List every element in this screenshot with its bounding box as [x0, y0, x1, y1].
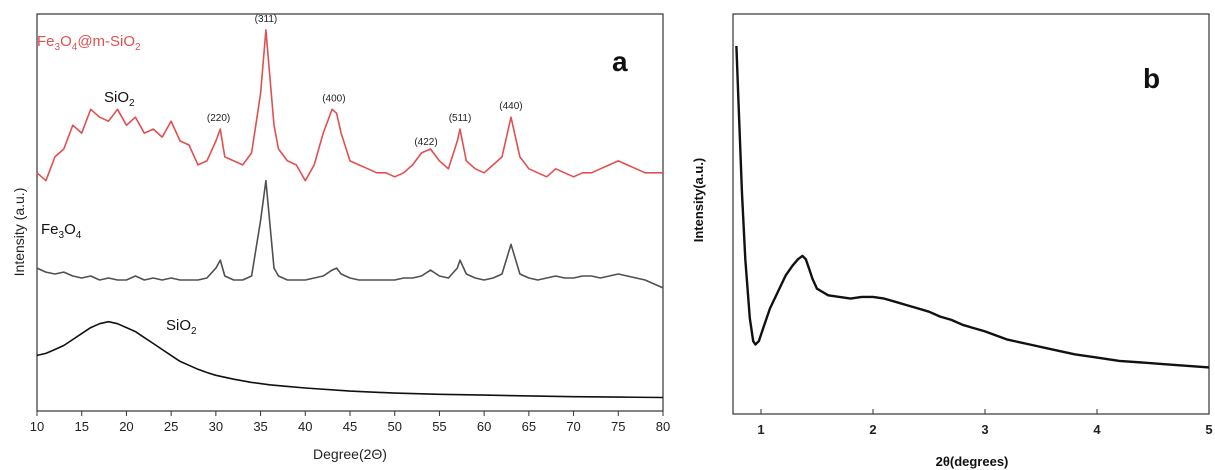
panel-b-series	[735, 45, 1210, 369]
series-line-1	[36, 179, 664, 289]
x-tick-label: 30	[209, 419, 223, 434]
x-tick-label: 25	[164, 419, 178, 434]
x-tick-label: 65	[522, 419, 536, 434]
panel-b-y-axis-title: Intensity(a.u.)	[691, 158, 706, 243]
x-tick-label: 45	[343, 419, 357, 434]
label-part: 3	[59, 230, 65, 241]
x-tick-label: 60	[477, 419, 491, 434]
x-tick-label: 80	[656, 419, 670, 434]
label-sio2-bottom: SiO2	[166, 317, 197, 337]
x-tick-label: 15	[74, 419, 88, 434]
peak-label: (440)	[499, 101, 522, 112]
label-fe3o4-msio2: Fe3O4@m-SiO2	[37, 33, 141, 53]
series-line-2	[36, 320, 664, 399]
panel-a-series	[36, 29, 664, 399]
panel-b-frame	[732, 13, 1210, 415]
x-tick-label: 75	[611, 419, 625, 434]
x-tick-label: 10	[30, 419, 44, 434]
panel-a-letter: a	[612, 46, 628, 77]
x-tick-label: 20	[119, 419, 133, 434]
label-part: SiO	[166, 317, 191, 334]
label-fe3o4: Fe3O4	[41, 221, 82, 241]
label-part: Fe	[37, 33, 55, 50]
x-tick-label: 55	[432, 419, 446, 434]
panel-b: 1 2 3 4 5 2θ(degrees) Intensity(a.u.) b	[691, 13, 1213, 469]
x-tick-label: 70	[566, 419, 580, 434]
x-tick-label: 1	[757, 422, 764, 437]
x-tick-label: 50	[387, 419, 401, 434]
series-line-0	[735, 45, 1210, 369]
label-part: 2	[191, 326, 197, 337]
peak-label: (311)	[255, 14, 278, 25]
panel-a-x-ticks: 10 15 20 25 30 35 40 45 50 55 60 65 70 75 80	[30, 411, 670, 434]
panel-b-x-ticks: 1 2 3 4 5	[757, 409, 1213, 437]
x-tick-label: 4	[1093, 422, 1101, 437]
panel-a: 10 15 20 25 30 35 40 45 50 55 60 65 70 75 80 (220) (311…	[11, 13, 670, 462]
x-tick-label: 2	[869, 422, 876, 437]
x-tick-label: 35	[253, 419, 267, 434]
x-tick-label: 5	[1205, 422, 1212, 437]
panel-a-frame	[36, 13, 664, 412]
panel-b-x-axis-title: 2θ(degrees)	[936, 454, 1009, 469]
peak-label: (220)	[207, 113, 230, 124]
label-sio2-top: SiO2	[104, 89, 135, 109]
label-part: 3	[55, 42, 61, 53]
peak-label: (400)	[322, 93, 345, 104]
x-tick-label: 3	[981, 422, 988, 437]
label-part: SiO	[104, 89, 129, 106]
label-part: 4	[72, 42, 78, 53]
panel-b-letter: b	[1143, 63, 1160, 94]
panel-a-x-axis-title: Degree(2Θ)	[313, 446, 387, 462]
panel-a-y-axis-title: Intensity (a.u.)	[11, 188, 27, 277]
peak-label: (422)	[414, 137, 437, 148]
label-part: 2	[129, 98, 135, 109]
series-line-0	[36, 29, 663, 182]
label-part: O	[64, 221, 76, 238]
label-part: Fe	[41, 221, 59, 238]
label-part: O	[60, 33, 72, 50]
x-tick-label: 40	[298, 419, 312, 434]
peak-label: (511)	[449, 113, 472, 124]
label-part: 4	[76, 230, 82, 241]
label-part: @m-SiO	[77, 33, 135, 50]
label-part: 2	[135, 42, 141, 53]
panel-a-peak-labels: (220) (311) (400) (422) (511) (440)	[207, 14, 523, 148]
